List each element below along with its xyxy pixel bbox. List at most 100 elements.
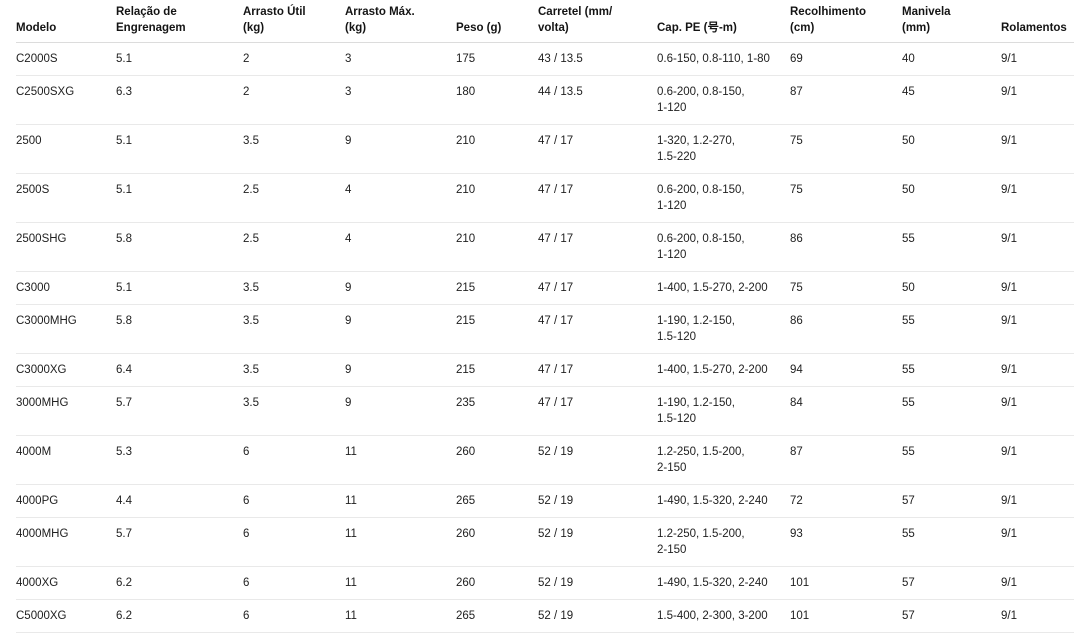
cell-recolhimento: 72 <box>790 484 902 518</box>
table-row: C3000MHG 5.8 3.5 9 215 47 / 17 1-190, 1.2-150,… <box>16 304 1074 354</box>
cell-arrasto-util: 6 <box>243 517 345 567</box>
cell-rolamentos: 9/1 <box>1001 75 1074 125</box>
cell-arrasto-util: 2 <box>243 75 345 125</box>
cell-rolamentos: 9/1 <box>1001 599 1074 633</box>
cell-rolamentos: 9/1 <box>1001 304 1074 354</box>
cell-peso: 210 <box>456 124 538 174</box>
cell-peso: 215 <box>456 353 538 387</box>
cell-peso: 210 <box>456 222 538 272</box>
cell-relacao: 5.1 <box>116 42 243 76</box>
cell-cap-pe: 0.6-200, 0.8-150, 1-120 <box>657 222 790 272</box>
cell-relacao: 4.4 <box>116 484 243 518</box>
cell-relacao: 5.1 <box>116 271 243 305</box>
cell-peso: 180 <box>456 75 538 125</box>
cell-relacao: 5.8 <box>116 222 243 272</box>
column-header-arrasto-max: Arrasto Máx. (kg) <box>345 0 456 43</box>
cell-relacao: 5.8 <box>116 304 243 354</box>
cell-rolamentos: 9/1 <box>1001 353 1074 387</box>
cell-relacao: 5.7 <box>116 517 243 567</box>
cell-carretel: 52 / 19 <box>538 566 657 600</box>
cell-recolhimento: 87 <box>790 435 902 485</box>
cell-manivela: 57 <box>902 484 1001 518</box>
table-row: 2500S 5.1 2.5 4 210 47 / 17 0.6-200, 0.8-150, … <box>16 173 1074 223</box>
cell-peso: 215 <box>456 271 538 305</box>
cell-peso: 260 <box>456 517 538 567</box>
cell-rolamentos: 9/1 <box>1001 517 1074 567</box>
cell-modelo: 4000XG <box>16 566 116 600</box>
cell-recolhimento: 84 <box>790 386 902 436</box>
cell-manivela: 57 <box>902 599 1001 633</box>
cell-cap-pe: 1-320, 1.2-270, 1.5-220 <box>657 124 790 174</box>
cell-carretel: 47 / 17 <box>538 386 657 436</box>
cell-recolhimento: 94 <box>790 353 902 387</box>
table-header-row: Modelo Relação de Engrenagem Arrasto Útil … <box>16 0 1074 43</box>
cell-peso: 210 <box>456 173 538 223</box>
cell-modelo: 2500 <box>16 124 116 174</box>
cell-rolamentos: 9/1 <box>1001 484 1074 518</box>
cell-arrasto-util: 3.5 <box>243 353 345 387</box>
cell-rolamentos: 9/1 <box>1001 222 1074 272</box>
table-row: C5000XG 6.2 6 11 265 52 / 19 1.5-400, 2-300, 3… <box>16 599 1074 633</box>
cell-carretel: 52 / 19 <box>538 517 657 567</box>
cell-peso: 265 <box>456 484 538 518</box>
cell-relacao: 6.4 <box>116 353 243 387</box>
column-header-peso: Peso (g) <box>456 0 538 43</box>
cell-manivela: 55 <box>902 435 1001 485</box>
cell-carretel: 52 / 19 <box>538 599 657 633</box>
cell-relacao: 5.7 <box>116 386 243 436</box>
cell-cap-pe: 1.2-250, 1.5-200, 2-150 <box>657 517 790 567</box>
cell-arrasto-max: 11 <box>345 566 456 600</box>
cell-arrasto-max: 9 <box>345 386 456 436</box>
cell-modelo: 4000M <box>16 435 116 485</box>
column-header-recolhimento: Recolhimento (cm) <box>790 0 902 43</box>
cell-cap-pe: 1-490, 1.5-320, 2-240 <box>657 566 790 600</box>
cell-relacao: 6.2 <box>116 599 243 633</box>
reel-spec-table: Modelo Relação de Engrenagem Arrasto Útil … <box>16 0 1074 633</box>
cell-carretel: 47 / 17 <box>538 304 657 354</box>
cell-peso: 235 <box>456 386 538 436</box>
cell-modelo: 4000PG <box>16 484 116 518</box>
cell-rolamentos: 9/1 <box>1001 566 1074 600</box>
cell-relacao: 6.2 <box>116 566 243 600</box>
cell-manivela: 50 <box>902 173 1001 223</box>
table-row: C3000XG 6.4 3.5 9 215 47 / 17 1-400, 1.5-270, … <box>16 353 1074 387</box>
table-row: 4000PG 4.4 6 11 265 52 / 19 1-490, 1.5-320, 2-… <box>16 484 1074 518</box>
cell-arrasto-max: 11 <box>345 599 456 633</box>
cell-modelo: C3000XG <box>16 353 116 387</box>
cell-rolamentos: 9/1 <box>1001 173 1074 223</box>
cell-recolhimento: 75 <box>790 271 902 305</box>
cell-arrasto-max: 9 <box>345 124 456 174</box>
cell-arrasto-max: 9 <box>345 271 456 305</box>
cell-arrasto-max: 11 <box>345 484 456 518</box>
cell-manivela: 57 <box>902 566 1001 600</box>
cell-recolhimento: 87 <box>790 75 902 125</box>
cell-recolhimento: 75 <box>790 124 902 174</box>
cell-cap-pe: 1-490, 1.5-320, 2-240 <box>657 484 790 518</box>
cell-manivela: 40 <box>902 42 1001 76</box>
cell-rolamentos: 9/1 <box>1001 124 1074 174</box>
cell-arrasto-max: 3 <box>345 42 456 76</box>
cell-arrasto-max: 9 <box>345 353 456 387</box>
cell-modelo: 4000MHG <box>16 517 116 567</box>
cell-peso: 260 <box>456 435 538 485</box>
cell-modelo: 3000MHG <box>16 386 116 436</box>
cell-peso: 175 <box>456 42 538 76</box>
cell-rolamentos: 9/1 <box>1001 435 1074 485</box>
cell-modelo: C3000 <box>16 271 116 305</box>
cell-recolhimento: 75 <box>790 173 902 223</box>
cell-cap-pe: 0.6-150, 0.8-110, 1-80 <box>657 42 790 76</box>
cell-arrasto-util: 6 <box>243 435 345 485</box>
cell-carretel: 44 / 13.5 <box>538 75 657 125</box>
cell-carretel: 43 / 13.5 <box>538 42 657 76</box>
cell-manivela: 50 <box>902 124 1001 174</box>
table-row: 4000M 5.3 6 11 260 52 / 19 1.2-250, 1.5-200, 2… <box>16 435 1074 485</box>
cell-relacao: 5.1 <box>116 124 243 174</box>
column-header-carretel: Carretel (mm/ volta) <box>538 0 657 43</box>
column-header-arrasto-util: Arrasto Útil (kg) <box>243 0 345 43</box>
cell-cap-pe: 1-400, 1.5-270, 2-200 <box>657 271 790 305</box>
cell-recolhimento: 86 <box>790 222 902 272</box>
table-body: C2000S 5.1 2 3 175 43 / 13.5 0.6-150, 0.8-110,… <box>16 42 1074 633</box>
cell-cap-pe: 0.6-200, 0.8-150, 1-120 <box>657 75 790 125</box>
cell-carretel: 47 / 17 <box>538 222 657 272</box>
cell-manivela: 50 <box>902 271 1001 305</box>
